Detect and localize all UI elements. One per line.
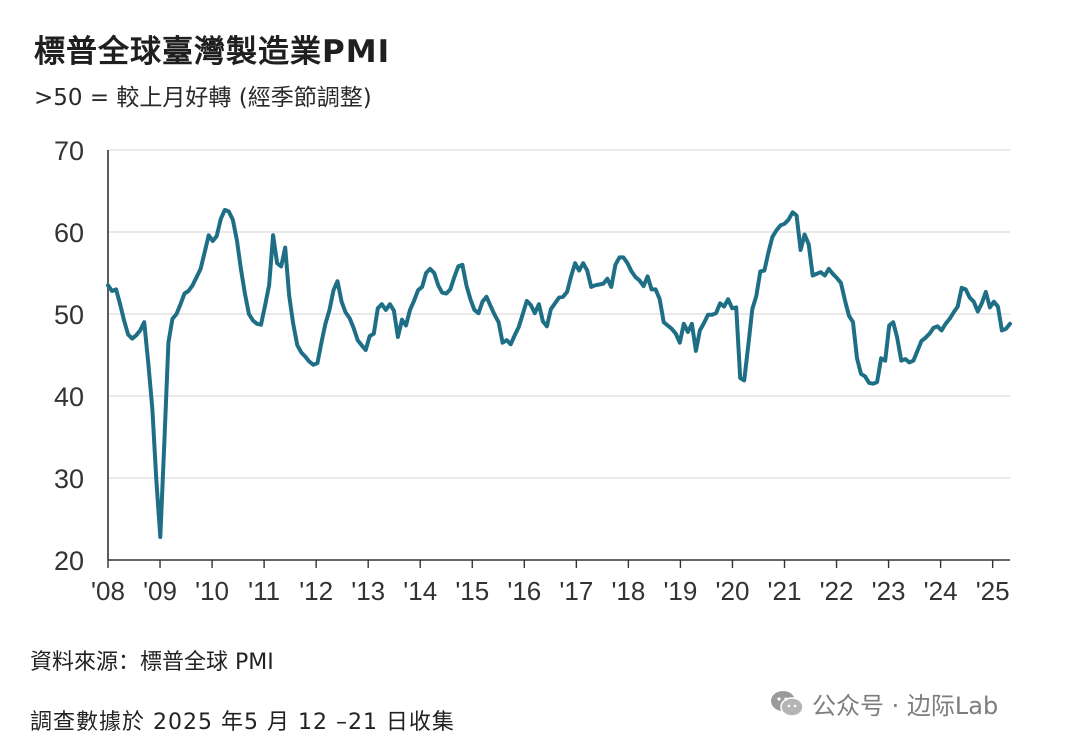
source-note: 資料來源：標普全球 PMI [30,650,274,675]
x-tick-label: '21 [768,576,802,606]
chart-subtitle: >50 = 較上月好轉 (經季節調整) [34,85,372,111]
watermark: 公众号 · 边际Lab [770,686,998,721]
y-tick-label: 60 [54,218,84,248]
x-tick-label: '22 [820,576,854,606]
x-tick-label: '11 [248,576,280,606]
x-tick-label: '25 [976,576,1010,606]
x-tick-label: '12 [299,576,333,606]
x-tick-label: '16 [507,576,541,606]
survey-date-note: 調查數據於 2025 年5 月 12 –21 日收集 [30,710,455,735]
wechat-icon [771,690,804,717]
watermark-text: 公众号 · 边际Lab [812,692,999,720]
x-tick-label: '23 [872,576,906,606]
x-tick-label: '10 [195,576,229,606]
y-tick-label: 40 [54,382,84,412]
x-tick-label: '13 [351,576,385,606]
x-tick-label: '08 [91,576,125,606]
x-tick-label: '14 [403,576,437,606]
x-tick-label: '19 [663,576,697,606]
pmi-series-line [106,207,1012,539]
chart-title: 標普全球臺灣製造業PMI [34,34,391,70]
y-tick-label: 50 [54,300,84,330]
x-tick-label: '09 [143,576,177,606]
y-tick-label: 20 [54,546,84,576]
x-tick-label: '24 [924,576,958,606]
y-tick-label: 30 [54,464,84,494]
x-tick-label: '17 [559,576,593,606]
x-tick-label: '20 [716,576,750,606]
x-tick-label: '18 [611,576,645,606]
y-tick-label: 70 [54,136,84,166]
x-tick-label: '15 [455,576,489,606]
